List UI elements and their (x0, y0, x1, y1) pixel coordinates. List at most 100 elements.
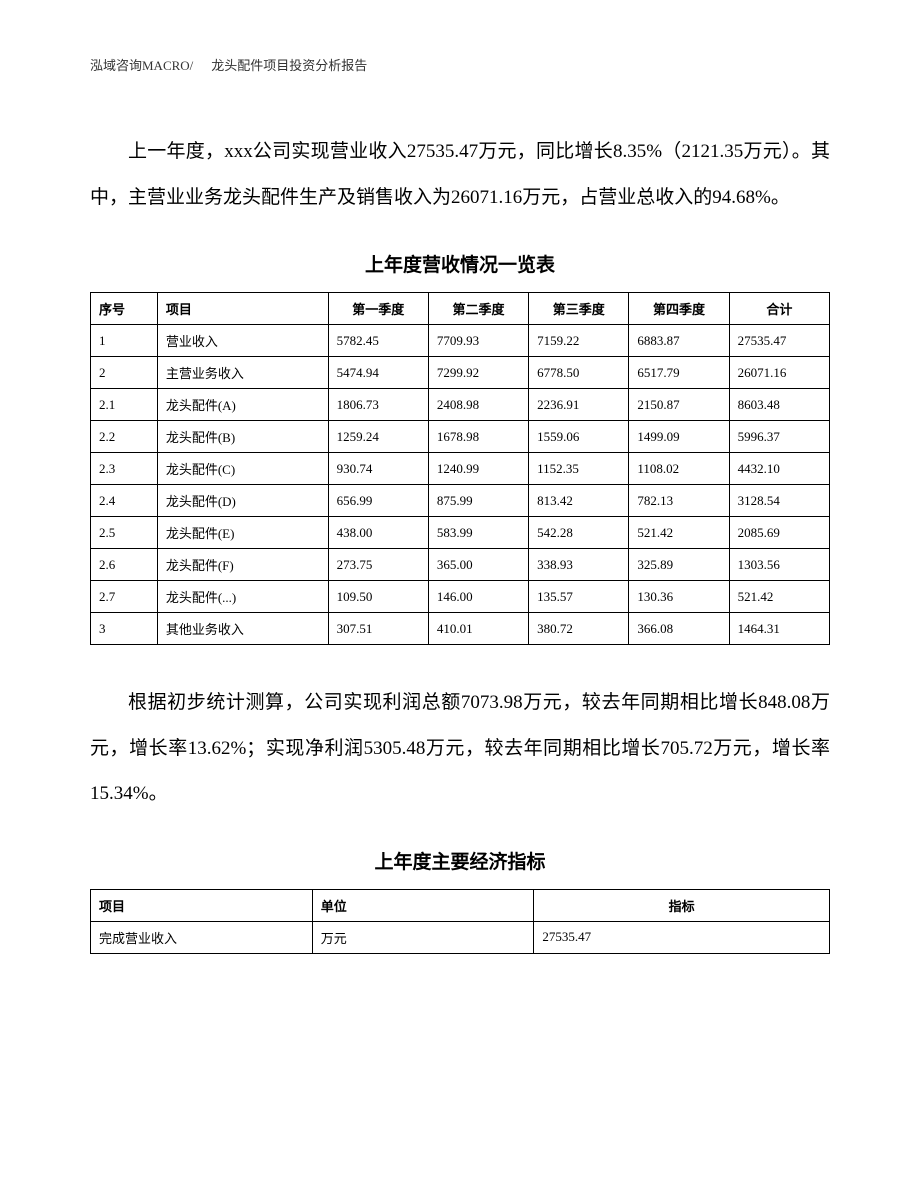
table-cell: 135.57 (529, 581, 629, 613)
table-cell: 2236.91 (529, 389, 629, 421)
table-cell: 龙头配件(A) (157, 389, 328, 421)
table-cell: 龙头配件(F) (157, 549, 328, 581)
table-cell: 7159.22 (529, 325, 629, 357)
table-cell: 1464.31 (729, 613, 829, 645)
th-item: 项目 (157, 293, 328, 325)
table-cell: 656.99 (328, 485, 428, 517)
table-cell: 782.13 (629, 485, 729, 517)
table-cell: 1 (91, 325, 158, 357)
th-total: 合计 (729, 293, 829, 325)
table2-title: 上年度主要经济指标 (90, 847, 830, 874)
table-cell: 26071.16 (729, 357, 829, 389)
header-company: 泓域咨询MACRO/ (90, 58, 193, 73)
table-cell: 5782.45 (328, 325, 428, 357)
table-cell: 1108.02 (629, 453, 729, 485)
table-cell: 521.42 (629, 517, 729, 549)
table-cell: 146.00 (428, 581, 528, 613)
table-cell: 273.75 (328, 549, 428, 581)
table-cell: 307.51 (328, 613, 428, 645)
table-cell: 338.93 (529, 549, 629, 581)
table-cell: 1152.35 (529, 453, 629, 485)
table-cell: 1259.24 (328, 421, 428, 453)
table-cell: 2.7 (91, 581, 158, 613)
table-cell: 109.50 (328, 581, 428, 613)
table-cell: 营业收入 (157, 325, 328, 357)
table-cell: 2.4 (91, 485, 158, 517)
indicators-table: 项目 单位 指标 完成营业收入万元27535.47 (90, 889, 830, 954)
table-cell: 龙头配件(D) (157, 485, 328, 517)
table-row: 2.1龙头配件(A)1806.732408.982236.912150.8786… (91, 389, 830, 421)
table-cell: 2408.98 (428, 389, 528, 421)
th-value: 指标 (534, 889, 830, 921)
table-cell: 521.42 (729, 581, 829, 613)
table-header-row: 项目 单位 指标 (91, 889, 830, 921)
header-doc-title: 龙头配件项目投资分析报告 (211, 58, 367, 73)
table-cell: 龙头配件(E) (157, 517, 328, 549)
page-header: 泓域咨询MACRO/龙头配件项目投资分析报告 (90, 55, 830, 74)
table-cell: 6883.87 (629, 325, 729, 357)
table-cell: 其他业务收入 (157, 613, 328, 645)
th-item: 项目 (91, 889, 313, 921)
table-row: 1营业收入5782.457709.937159.226883.8727535.4… (91, 325, 830, 357)
table-cell: 主营业务收入 (157, 357, 328, 389)
table-cell: 6778.50 (529, 357, 629, 389)
table-cell: 875.99 (428, 485, 528, 517)
table-cell: 2.1 (91, 389, 158, 421)
table-row: 3其他业务收入307.51410.01380.72366.081464.31 (91, 613, 830, 645)
table-cell: 365.00 (428, 549, 528, 581)
table-cell: 542.28 (529, 517, 629, 549)
table-cell: 8603.48 (729, 389, 829, 421)
table-cell: 130.36 (629, 581, 729, 613)
th-q3: 第三季度 (529, 293, 629, 325)
table-cell: 813.42 (529, 485, 629, 517)
table-cell: 1303.56 (729, 549, 829, 581)
table-header-row: 序号 项目 第一季度 第二季度 第三季度 第四季度 合计 (91, 293, 830, 325)
table-cell: 438.00 (328, 517, 428, 549)
table-cell: 完成营业收入 (91, 921, 313, 953)
table-cell: 1678.98 (428, 421, 528, 453)
table-row: 2.7龙头配件(...)109.50146.00135.57130.36521.… (91, 581, 830, 613)
table-cell: 2085.69 (729, 517, 829, 549)
table-cell: 583.99 (428, 517, 528, 549)
table-cell: 366.08 (629, 613, 729, 645)
table-cell: 410.01 (428, 613, 528, 645)
table-cell: 5474.94 (328, 357, 428, 389)
th-q1: 第一季度 (328, 293, 428, 325)
table-cell: 1499.09 (629, 421, 729, 453)
table-cell: 27535.47 (729, 325, 829, 357)
table-row: 2.2龙头配件(B)1259.241678.981559.061499.0959… (91, 421, 830, 453)
table-row: 2.4龙头配件(D)656.99875.99813.42782.133128.5… (91, 485, 830, 517)
table-cell: 2 (91, 357, 158, 389)
table-row: 2.6龙头配件(F)273.75365.00338.93325.891303.5… (91, 549, 830, 581)
table-cell: 1559.06 (529, 421, 629, 453)
table-cell: 龙头配件(C) (157, 453, 328, 485)
th-unit: 单位 (312, 889, 534, 921)
paragraph-2: 根据初步统计测算，公司实现利润总额7073.98万元，较去年同期相比增长848.… (90, 680, 830, 817)
table-row: 2.5龙头配件(E)438.00583.99542.28521.422085.6… (91, 517, 830, 549)
table-cell: 3 (91, 613, 158, 645)
table-cell: 325.89 (629, 549, 729, 581)
table-cell: 2.5 (91, 517, 158, 549)
table-cell: 4432.10 (729, 453, 829, 485)
table-cell: 2.3 (91, 453, 158, 485)
table-cell: 龙头配件(B) (157, 421, 328, 453)
table-cell: 2.2 (91, 421, 158, 453)
table-cell: 1240.99 (428, 453, 528, 485)
table-cell: 龙头配件(...) (157, 581, 328, 613)
table-cell: 1806.73 (328, 389, 428, 421)
table-cell: 27535.47 (534, 921, 830, 953)
table-cell: 2.6 (91, 549, 158, 581)
table-cell: 7709.93 (428, 325, 528, 357)
table-cell: 3128.54 (729, 485, 829, 517)
table-cell: 930.74 (328, 453, 428, 485)
table-cell: 2150.87 (629, 389, 729, 421)
table-cell: 7299.92 (428, 357, 528, 389)
paragraph-1: 上一年度，xxx公司实现营业收入27535.47万元，同比增长8.35%（212… (90, 129, 830, 220)
table1-title: 上年度营收情况一览表 (90, 250, 830, 277)
th-q4: 第四季度 (629, 293, 729, 325)
table-cell: 6517.79 (629, 357, 729, 389)
table-row: 完成营业收入万元27535.47 (91, 921, 830, 953)
th-seq: 序号 (91, 293, 158, 325)
table-row: 2.3龙头配件(C)930.741240.991152.351108.02443… (91, 453, 830, 485)
table-row: 2主营业务收入5474.947299.926778.506517.7926071… (91, 357, 830, 389)
